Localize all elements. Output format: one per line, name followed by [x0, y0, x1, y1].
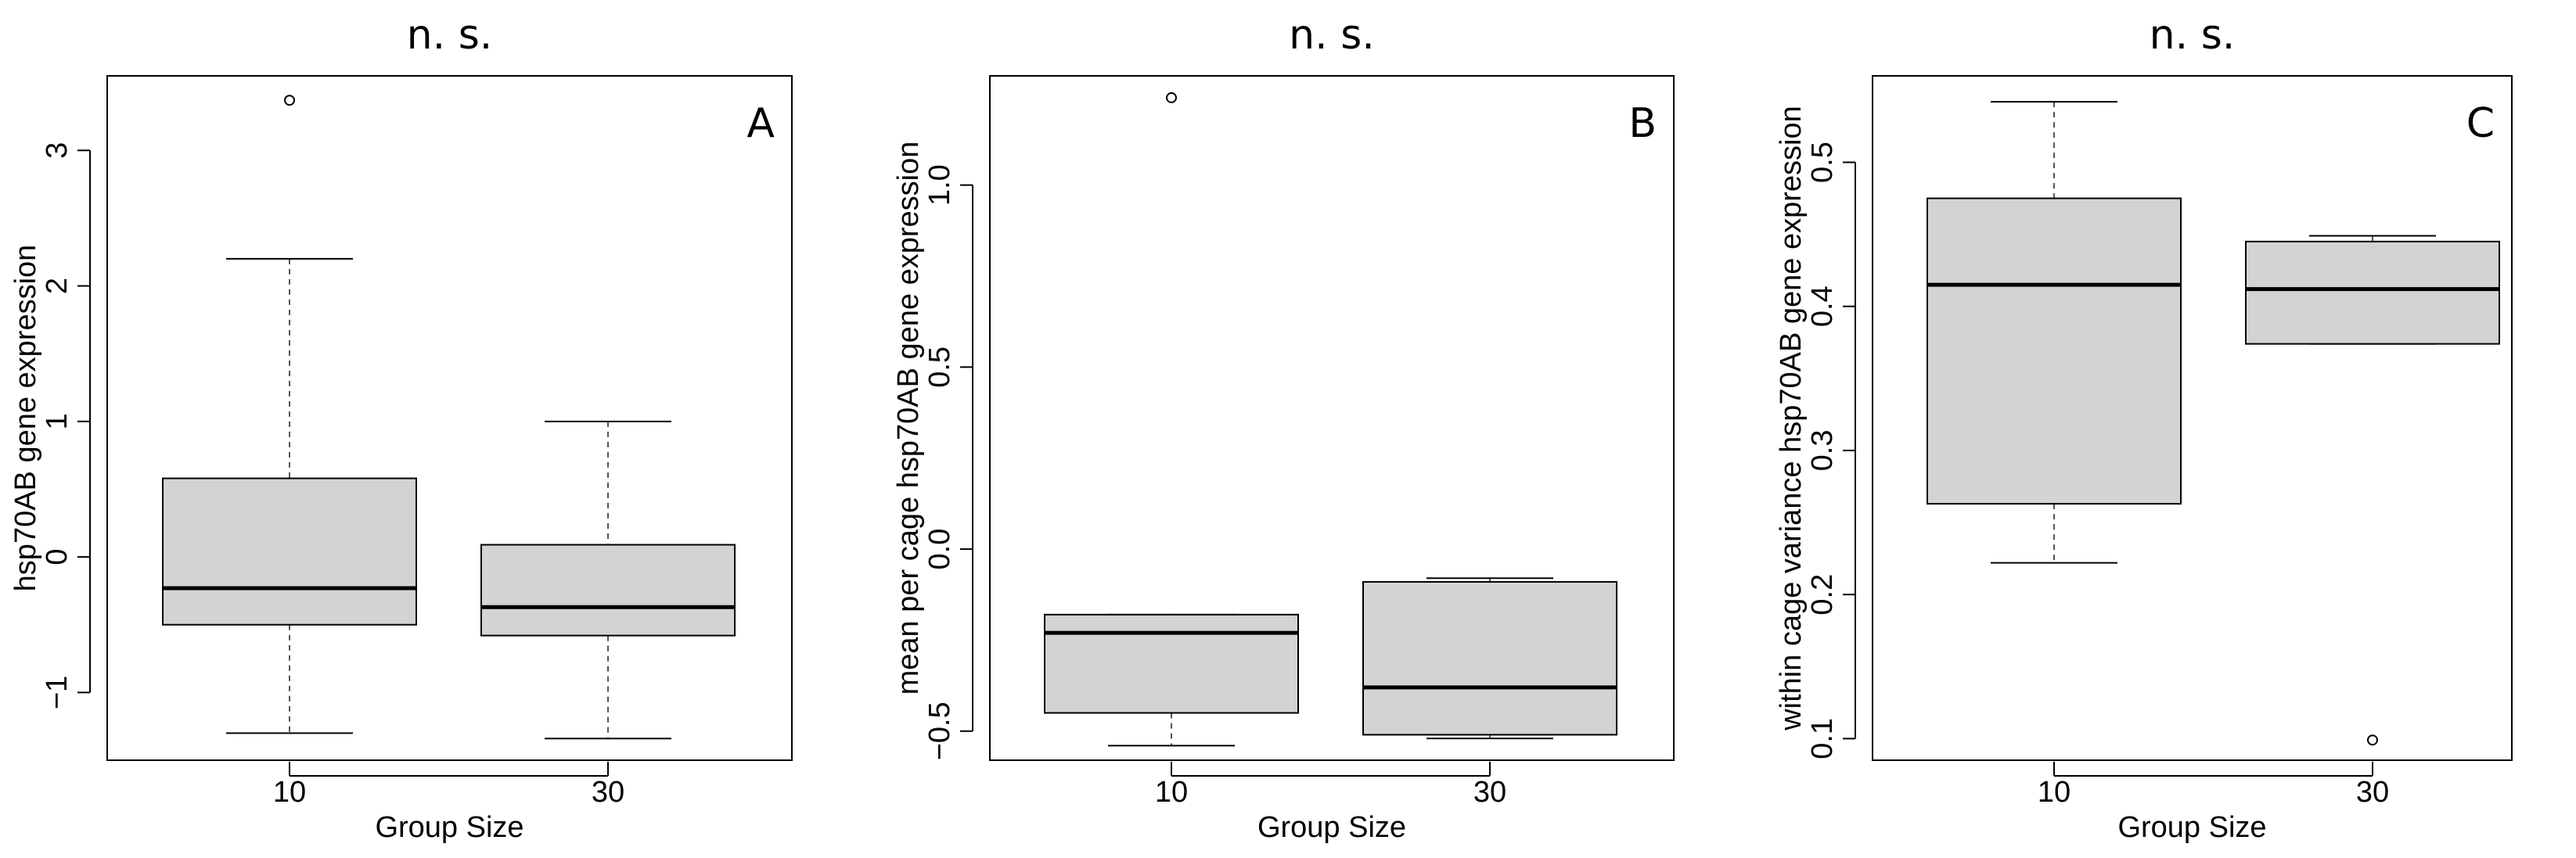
- panel-letter: C: [2466, 100, 2495, 147]
- iqr-box: [1362, 580, 1617, 736]
- y-tick-label: −1: [41, 676, 74, 709]
- plot-frame: [989, 75, 1675, 761]
- iqr-box: [1044, 613, 1299, 714]
- box-30: [1362, 577, 1617, 740]
- box-10: [1927, 101, 2182, 564]
- x-tick-label: 10: [1155, 776, 1188, 809]
- panel-letter: B: [1628, 100, 1657, 147]
- y-tick-label: 3: [41, 142, 74, 159]
- y-tick-label: 0.0: [923, 529, 956, 570]
- x-tick-label: 30: [592, 776, 624, 809]
- y-tick-label: −0.5: [923, 702, 956, 760]
- box-10: [1044, 92, 1299, 747]
- y-tick-label: 1: [41, 413, 74, 429]
- chart-title: n. s.: [2150, 12, 2236, 59]
- y-tick-label: 2: [41, 278, 74, 294]
- box-30: [480, 420, 736, 740]
- y-axis-label: mean per cage hsp70AB gene expression: [892, 142, 925, 695]
- y-tick-label: 0.5: [1806, 142, 1839, 183]
- iqr-box: [1927, 197, 2182, 505]
- iqr-box: [2245, 240, 2500, 345]
- iqr-box: [480, 544, 736, 637]
- x-axis-label: Group Size: [1257, 811, 1406, 844]
- panel-letter: A: [747, 100, 775, 147]
- iqr-box: [162, 477, 417, 626]
- plot-frame: [1872, 75, 2513, 761]
- x-axis-label: Group Size: [375, 811, 523, 844]
- y-axis-label: hsp70AB gene expression: [9, 245, 42, 592]
- outlier-point: [284, 95, 295, 106]
- y-tick-label: 0.4: [1806, 285, 1839, 327]
- box-10: [162, 95, 417, 734]
- y-tick-label: 0.3: [1806, 430, 1839, 472]
- x-tick-label: 10: [2038, 776, 2071, 809]
- y-axis-label: within cage variance hsp70AB gene expres…: [1775, 106, 1808, 731]
- y-tick-label: 0: [41, 549, 74, 565]
- panel-a: n. s. A −1 0 1 2 3 hsp70AB gene expression 10 30 G…: [9, 12, 793, 844]
- y-tick-label: 1.0: [923, 164, 956, 206]
- y-tick-label: 0.1: [1806, 718, 1839, 759]
- x-axis-label: Group Size: [2117, 811, 2266, 844]
- chart-title: n. s.: [407, 12, 493, 59]
- y-tick-label: 0.5: [923, 346, 956, 388]
- box-30: [2245, 235, 2500, 746]
- y-tick-label: 0.2: [1806, 574, 1839, 616]
- outlier-point: [2367, 734, 2378, 746]
- x-tick-label: 30: [1473, 776, 1506, 809]
- plot-frame: [106, 75, 793, 761]
- x-tick-label: 10: [273, 776, 306, 809]
- chart-title: n. s.: [1289, 12, 1375, 59]
- outlier-point: [1166, 92, 1177, 103]
- x-tick-label: 30: [2356, 776, 2389, 809]
